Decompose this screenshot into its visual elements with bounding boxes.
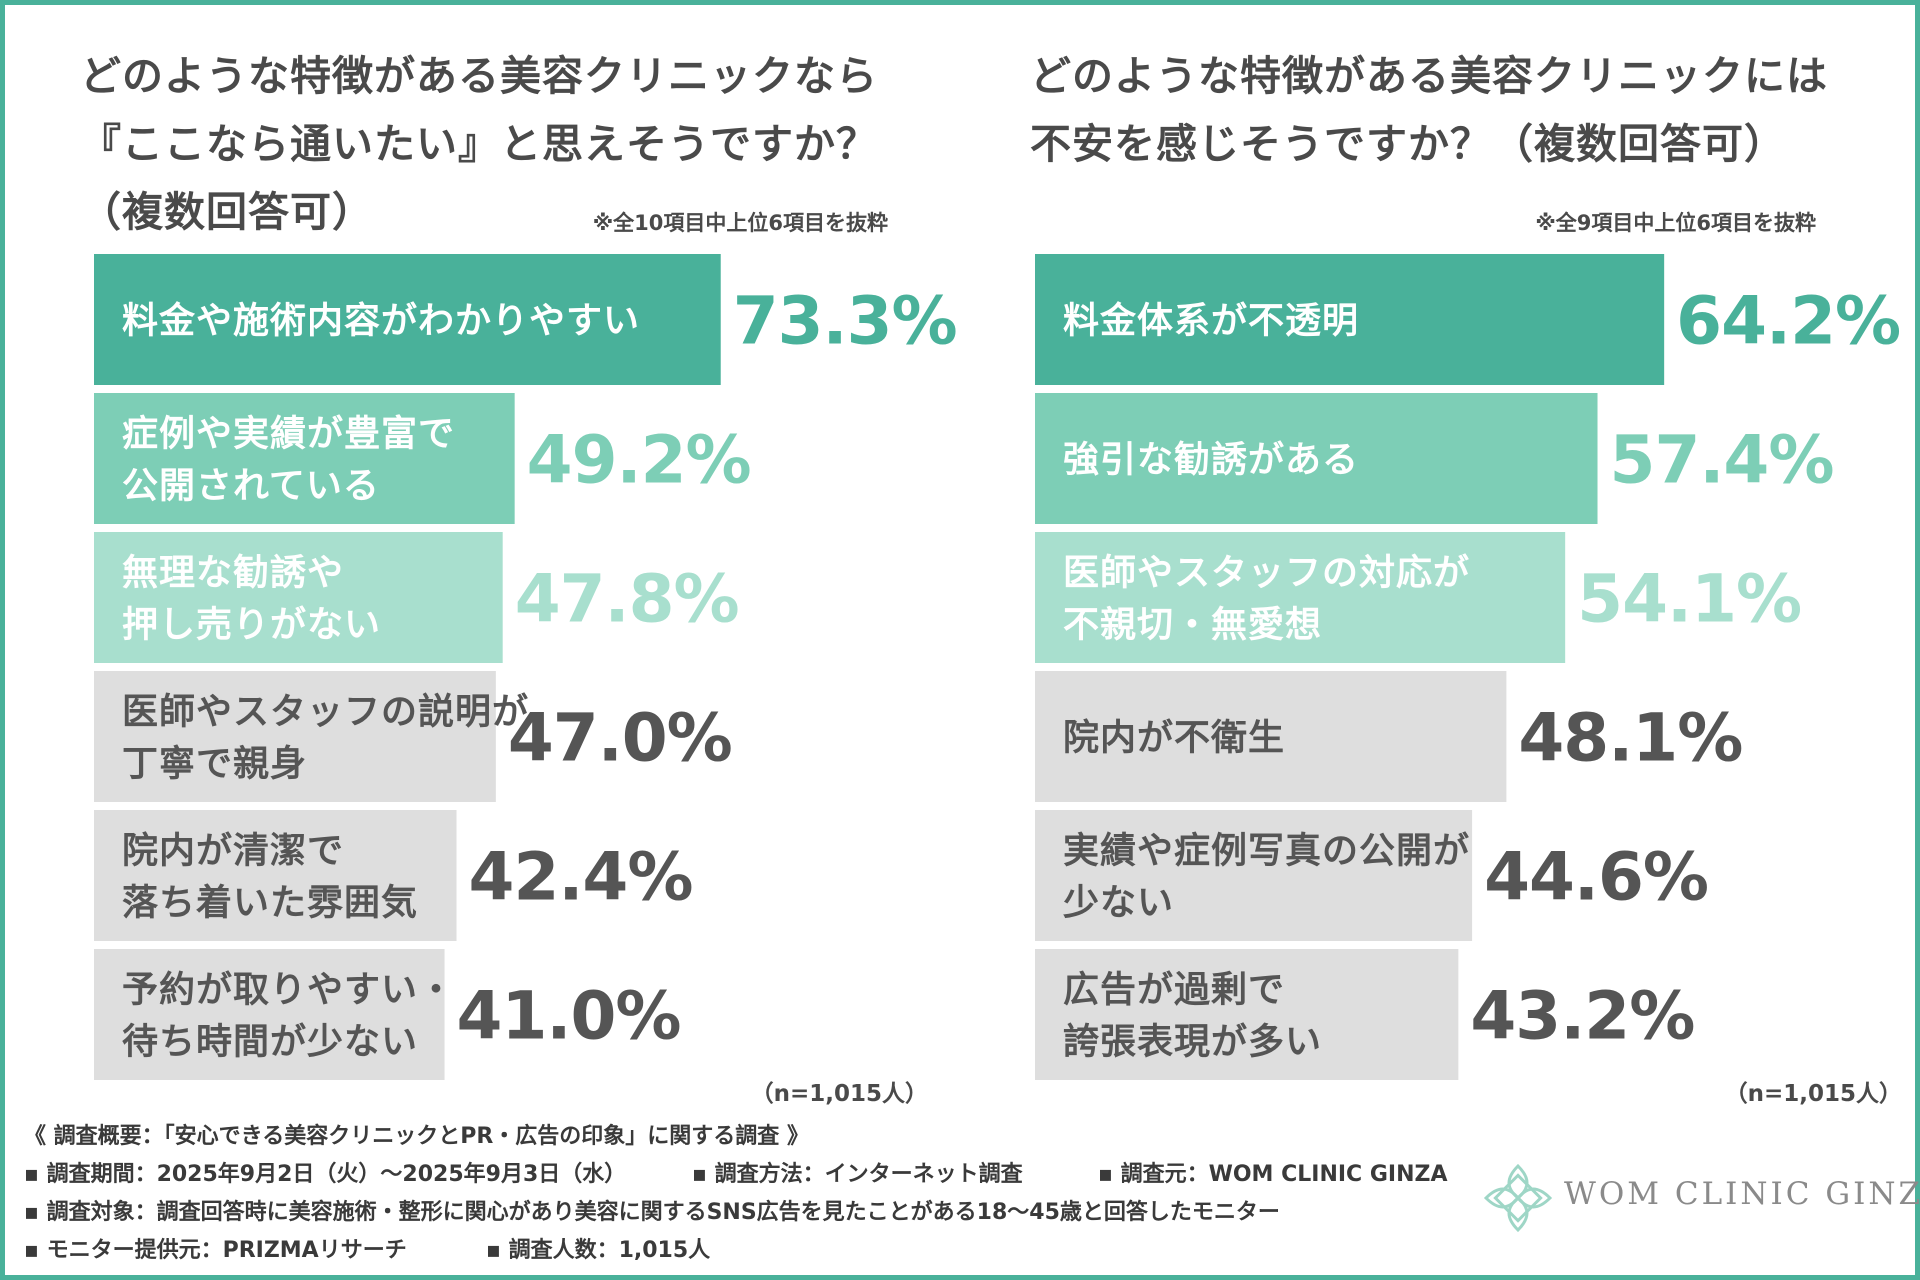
clinic-logo: WOM CLINIC GINZA bbox=[1478, 1158, 1920, 1238]
right-bar-label: 不親切・無愛想 bbox=[1063, 605, 1322, 646]
left-bar-2 bbox=[94, 393, 515, 524]
right-bar-6 bbox=[1035, 949, 1459, 1080]
left-bar-label: 医師やスタッフの説明が bbox=[122, 692, 529, 733]
left-bar-label: 無理な勧誘や bbox=[122, 553, 344, 594]
right-bar-4 bbox=[1035, 671, 1507, 802]
left-bar-label: 待ち時間が少ない bbox=[122, 1022, 418, 1063]
left-bar-label: 予約が取りやすい・ bbox=[122, 970, 455, 1011]
right-sample-size: （n=1,015人） bbox=[1724, 1081, 1902, 1107]
right-bar-label: 料金体系が不透明 bbox=[1063, 300, 1359, 342]
right-bar-2 bbox=[1035, 393, 1598, 524]
left-bar-value: 49.2% bbox=[527, 422, 751, 499]
right-bar-chart: 料金体系が不透明 64.2% 強引な勧誘がある 57.4% 医師やスタッフの対応が不親切… bbox=[1035, 254, 1901, 1080]
right-bar-label: 院内が不衛生 bbox=[1063, 718, 1285, 759]
right-bar-label: 広告が過剰で bbox=[1063, 970, 1285, 1011]
left-bar-label: 公開されている bbox=[122, 466, 380, 507]
left-title-line: （複数回答可） bbox=[80, 188, 374, 236]
survey-source: ▪ 調査元：WOM CLINIC GINZA bbox=[1098, 1162, 1448, 1187]
survey-meta-row: ▪ 調査期間：2025年9月2日（火）〜2025年9月3日（水） ▪ 調査方法：… bbox=[24, 1156, 1484, 1187]
left-bar-value: 41.0% bbox=[457, 978, 681, 1055]
clinic-logo-text: WOM CLINIC GINZA bbox=[1564, 1176, 1920, 1212]
flower-ornament-icon bbox=[1483, 1163, 1553, 1233]
right-chart-panel: どのような特徴がある美容クリニックには 不安を感じそうですか？（複数回答可） ※… bbox=[960, 0, 1920, 1107]
left-chart-title: どのような特徴がある美容クリニックなら 『ここなら通いたい』と思えそうですか？ … bbox=[80, 42, 900, 246]
survey-period: ▪ 調査期間：2025年9月2日（火）〜2025年9月3日（水） bbox=[24, 1162, 627, 1187]
survey-method: ▪ 調査方法：インターネット調査 bbox=[692, 1162, 1023, 1187]
right-chart-title: どのような特徴がある美容クリニックには 不安を感じそうですか？（複数回答可） bbox=[1030, 42, 1890, 178]
right-bar-label: 少ない bbox=[1063, 883, 1174, 924]
left-bar-label: 料金や施術内容がわかりやすい bbox=[122, 300, 640, 342]
survey-count: ▪ 調査人数：1,015人 bbox=[486, 1238, 711, 1263]
left-bar-1 bbox=[94, 254, 721, 385]
left-bar-label: 押し売りがない bbox=[122, 605, 381, 646]
survey-overview-heading: 《 調査概要：「安心できる美容クリニックとPR・広告の印象」に関する調査 》 bbox=[24, 1124, 809, 1149]
survey-target: ▪ 調査対象：調査回答時に美容施術・整形に関心があり美容に関するSNS広告を見た… bbox=[24, 1200, 1280, 1225]
right-bar-3 bbox=[1035, 532, 1566, 663]
right-excerpt-note: ※全9項目中上位6項目を抜粋 bbox=[1535, 211, 1816, 235]
left-excerpt-note: ※全10項目中上位6項目を抜粋 bbox=[592, 211, 888, 235]
left-bar-label: 院内が清潔で bbox=[122, 831, 344, 872]
right-bar-value: 64.2% bbox=[1676, 283, 1900, 360]
right-bar-value: 54.1% bbox=[1577, 561, 1801, 638]
right-bar-label: 医師やスタッフの対応が bbox=[1063, 553, 1470, 594]
right-bar-label: 実績や症例写真の公開が bbox=[1063, 831, 1470, 872]
left-bar-value: 73.3% bbox=[733, 283, 957, 360]
left-bar-6 bbox=[94, 949, 445, 1080]
survey-provider: ▪ モニター提供元：PRIZMAリサーチ bbox=[24, 1238, 407, 1263]
left-chart-panel: どのような特徴がある美容クリニックなら 『ここなら通いたい』と思えそうですか？ … bbox=[0, 0, 960, 1107]
right-title-line: どのような特徴がある美容クリニックには bbox=[1030, 52, 1828, 100]
right-bar-5 bbox=[1035, 810, 1473, 941]
left-title-line: どのような特徴がある美容クリニックなら bbox=[80, 52, 878, 100]
left-sample-size: （n=1,015人） bbox=[750, 1081, 928, 1107]
left-bar-label: 落ち着いた雰囲気 bbox=[122, 883, 418, 924]
right-bar-1 bbox=[1035, 254, 1665, 385]
right-bar-label: 強引な勧誘がある bbox=[1063, 440, 1359, 481]
left-bar-3 bbox=[94, 532, 503, 663]
left-bar-label: 症例や実績が豊富で bbox=[122, 413, 455, 455]
right-bar-label: 誇張表現が多い bbox=[1063, 1022, 1322, 1063]
right-bar-value: 48.1% bbox=[1518, 700, 1742, 777]
survey-meta-row-2: ▪ モニター提供元：PRIZMAリサーチ ▪ 調査人数：1,015人 bbox=[24, 1232, 1484, 1263]
right-bar-value: 44.6% bbox=[1484, 839, 1708, 916]
left-title-line: 『ここなら通いたい』と思えそうですか？ bbox=[80, 120, 878, 168]
left-bar-value: 47.0% bbox=[508, 700, 732, 777]
left-bar-value: 47.8% bbox=[515, 561, 739, 638]
right-bar-value: 43.2% bbox=[1470, 978, 1694, 1055]
left-bar-label: 丁寧で親身 bbox=[122, 744, 307, 785]
left-bar-5 bbox=[94, 810, 457, 941]
right-title-line: 不安を感じそうですか？（複数回答可） bbox=[1030, 120, 1786, 168]
left-bar-value: 42.4% bbox=[469, 839, 693, 916]
right-bar-value: 57.4% bbox=[1610, 422, 1834, 499]
left-bar-4 bbox=[94, 671, 496, 802]
